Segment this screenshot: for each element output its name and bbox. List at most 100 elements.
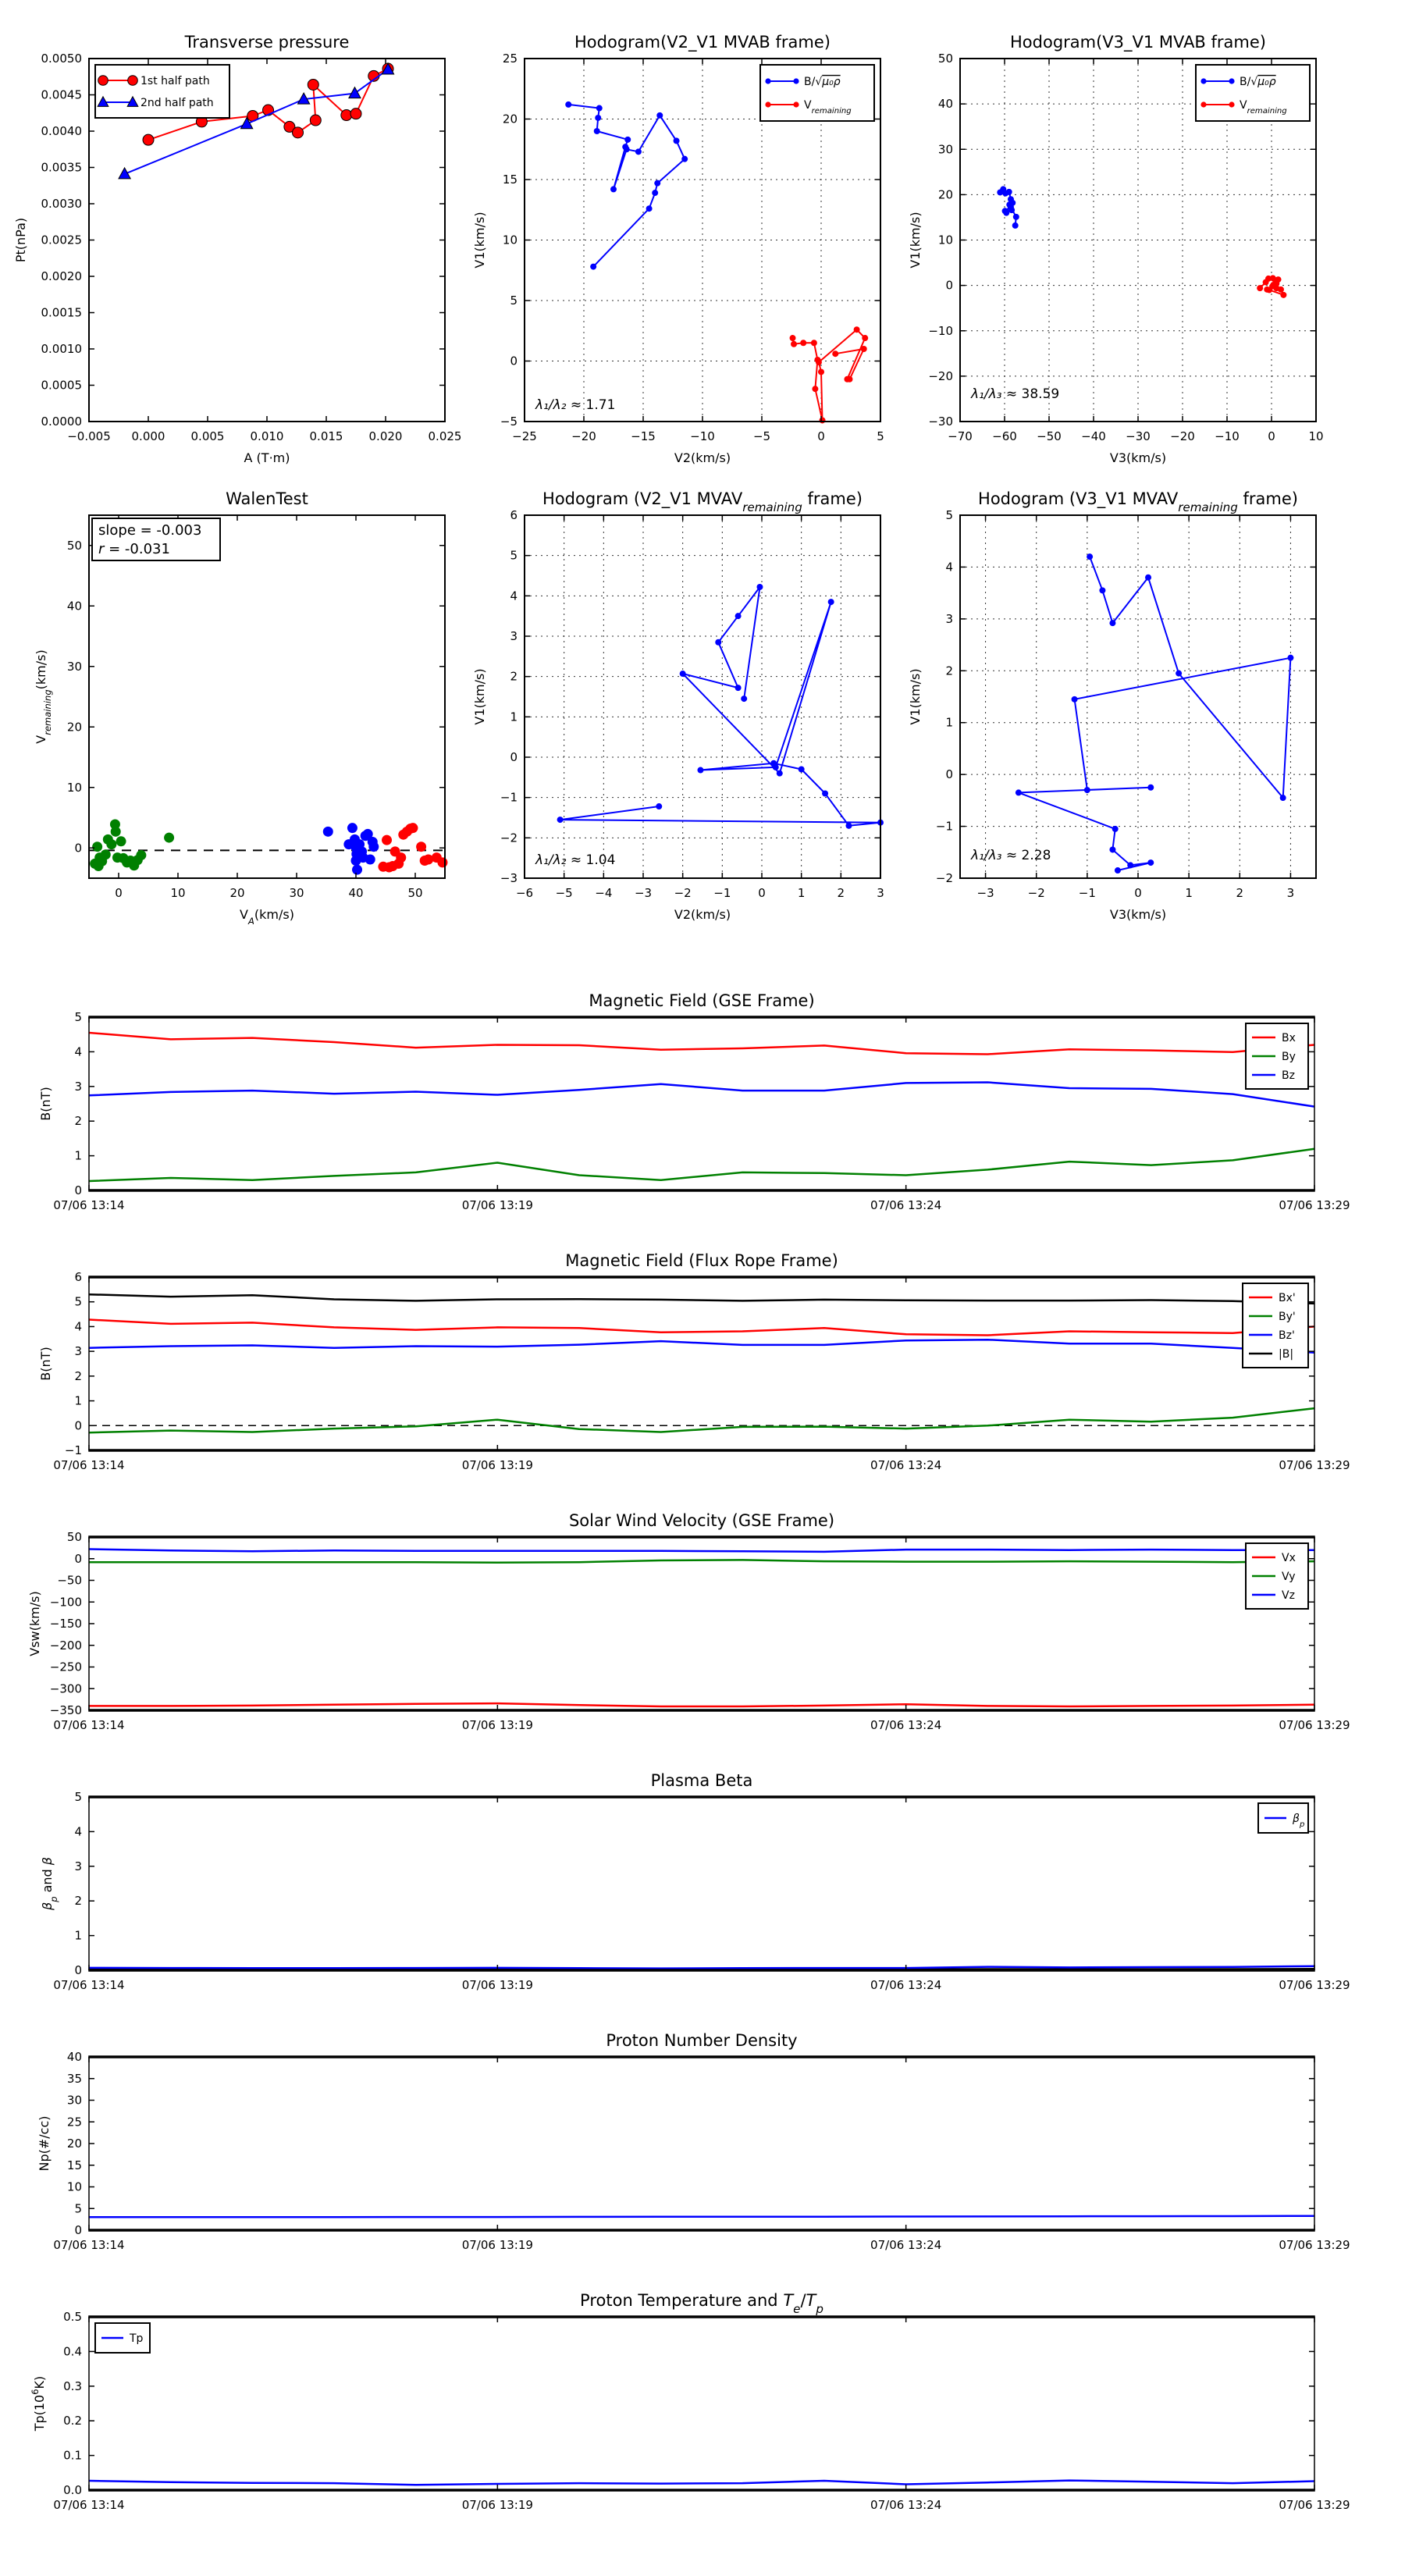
data-point — [106, 839, 117, 850]
text-seg: −60 — [992, 429, 1017, 443]
text-seg: Bx' — [1279, 1292, 1296, 1304]
text-seg: 07/06 13:14 — [53, 1978, 124, 1992]
data-point — [1071, 696, 1078, 703]
text-seg: −25 — [512, 429, 537, 443]
axis-label-x: V3(km/s) — [1110, 450, 1166, 465]
data-point — [557, 817, 564, 824]
tick-label-x: 5 — [877, 429, 884, 443]
tick-label-y: 3 — [945, 612, 953, 626]
legend-label: Vremaining — [1240, 99, 1287, 116]
text-seg: 0.0 — [63, 2483, 82, 2497]
tick-label-x: −4 — [595, 886, 612, 900]
text-seg: (km/s) — [254, 907, 294, 922]
text-seg: 0 — [74, 1963, 82, 1977]
tick-label-x: 0 — [758, 886, 766, 900]
text-seg: 6 — [30, 2389, 41, 2394]
text-seg: ≈ 2.28 — [1001, 848, 1051, 863]
data-point — [800, 340, 807, 347]
text-seg: 07/06 13:29 — [1279, 1978, 1350, 1992]
panel-proton-temperature: 07/06 13:14 07/06 13:19 07/06 13:24 07/06 1… — [30, 2291, 1350, 2512]
text-seg: 07/06 13:14 — [53, 1458, 124, 1472]
data-point — [142, 133, 155, 146]
text-seg: β — [40, 1857, 55, 1866]
legend-label: By' — [1279, 1311, 1296, 1323]
tick-label-y: 5 — [74, 1790, 82, 1804]
tick-label-y: 35 — [67, 2072, 82, 2086]
tick-label-x: 07/06 13:19 — [462, 1978, 533, 1992]
data-point — [595, 114, 602, 121]
axis-label-y: Vsw(km/s) — [27, 1591, 42, 1656]
tick-label-y: 2 — [945, 664, 953, 678]
tick-label-y: 0.1 — [63, 2449, 82, 2463]
text-seg: 0.0030 — [41, 197, 83, 211]
text-seg: 0 — [817, 429, 825, 443]
data-point — [1006, 201, 1013, 208]
data-point — [1099, 587, 1106, 594]
tick-label-x: 3 — [877, 886, 884, 900]
legend-label: Bx — [1282, 1032, 1296, 1044]
series-Vx — [89, 1702, 1315, 1708]
text-seg: 3 — [74, 1344, 82, 1358]
tick-label-y: 1 — [510, 710, 518, 724]
text-seg: V2(km/s) — [674, 907, 731, 922]
data-point — [1127, 862, 1134, 869]
annotation-text: λ₁/λ₂ ≈ 1.04 — [535, 852, 615, 868]
legend-label: Vy — [1282, 1571, 1296, 1583]
text-seg: 0 — [115, 886, 123, 900]
text-seg: ≈ 38.59 — [1001, 386, 1059, 402]
tick-label-x: −5 — [556, 886, 573, 900]
text-seg: 5 — [74, 2201, 82, 2215]
axis-label-y: B(nT) — [38, 1347, 53, 1380]
text-seg: −1 — [500, 791, 518, 805]
data-point — [1147, 859, 1154, 866]
tick-label-y: 40 — [938, 97, 953, 111]
tick-label-y: 6 — [510, 508, 518, 522]
text-seg: / — [800, 2291, 806, 2310]
tick-label-x: 07/06 13:14 — [53, 1718, 124, 1732]
series-By — [88, 1147, 1315, 1183]
text-seg: 5 — [877, 429, 884, 443]
text-seg: 10 — [67, 2180, 82, 2194]
tick-label-y: 0 — [74, 2223, 82, 2237]
text-seg: Magnetic Field (GSE Frame) — [589, 991, 814, 1010]
tick-label-x: 07/06 13:29 — [1279, 1198, 1350, 1212]
text-seg: 10 — [1308, 429, 1323, 443]
text-seg: 07/06 13:19 — [462, 1198, 533, 1212]
tick-label-y: 0.2 — [63, 2414, 82, 2428]
series-Vz — [88, 1548, 1314, 1553]
axis-label-y: V1(km/s) — [908, 212, 923, 268]
series-line — [1017, 556, 1292, 871]
text-seg: Hodogram(V3_V1 MVAB frame) — [1010, 33, 1266, 52]
text-seg: 20 — [67, 720, 82, 734]
tick-label-x: 50 — [407, 886, 422, 900]
panel-plasma-beta: 07/06 13:14 07/06 13:19 07/06 13:24 07/06 1… — [40, 1771, 1350, 1992]
data-point — [679, 671, 686, 678]
text-seg: −150 — [50, 1617, 82, 1631]
text-seg: p — [815, 2302, 823, 2316]
text-seg: 20 — [229, 886, 244, 900]
data-point — [862, 335, 869, 342]
tick-label-x: 0 — [115, 886, 123, 900]
text-seg: λ₁/λ₃ — [970, 386, 1002, 402]
tick-label-y: −250 — [50, 1660, 82, 1674]
text-seg: −20 — [1170, 429, 1195, 443]
data-point — [1277, 286, 1284, 293]
data-point — [1257, 285, 1264, 292]
tick-label-x: 07/06 13:19 — [462, 1198, 533, 1212]
text-seg: 07/06 13:24 — [870, 1198, 941, 1212]
text-seg: K) — [32, 2376, 47, 2389]
tick-label-x: 40 — [348, 886, 363, 900]
tick-label-y: 6 — [74, 1270, 82, 1284]
text-seg: 0.0015 — [41, 306, 83, 320]
text-seg: Vx — [1282, 1552, 1296, 1564]
text-seg: frame) — [1238, 489, 1298, 508]
tick-label-y: 5 — [510, 294, 518, 308]
legend-marker — [98, 75, 108, 86]
tick-label-x: 07/06 13:24 — [870, 2498, 941, 2512]
tick-label-y: 25 — [67, 2115, 82, 2129]
text-seg: slope = -0.003 — [98, 522, 201, 539]
text-seg: B(nT) — [38, 1087, 53, 1120]
text-seg: 20 — [503, 112, 518, 126]
data-point — [623, 146, 630, 153]
text-seg: −30 — [1126, 429, 1151, 443]
